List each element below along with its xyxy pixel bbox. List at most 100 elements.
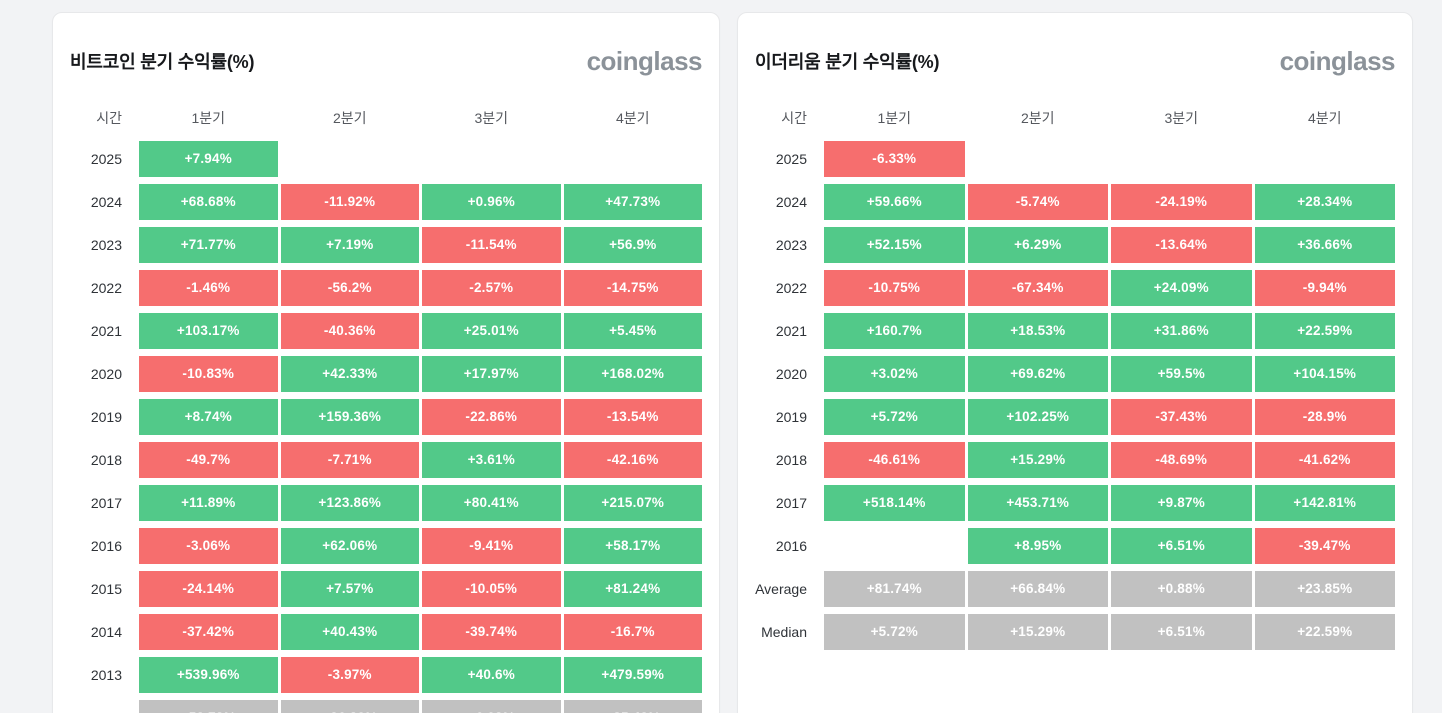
return-cell: +0.88%	[1111, 571, 1252, 607]
bitcoin-quarterly-returns-card: 비트코인 분기 수익률(%) coinglass 시간 1분기 2분기 3분기 4분기 …	[52, 12, 720, 713]
return-cell: +160.7%	[824, 313, 965, 349]
return-cell: +24.09%	[1111, 270, 1252, 306]
empty-cell	[422, 141, 561, 177]
row-label: 2023	[775, 237, 807, 253]
page-title: 이더리움 분기 수익률(%)	[755, 52, 940, 72]
return-cell: -46.61%	[824, 442, 965, 478]
return-cell: +31.86%	[1111, 313, 1252, 349]
return-cell: +123.86%	[280, 485, 419, 521]
row-label: 2020	[90, 366, 122, 382]
row-label: Median	[761, 624, 807, 640]
quarter-column-header: 3분기	[474, 110, 509, 126]
return-cell: -10.83%	[139, 356, 278, 392]
return-cell: +52.15%	[824, 227, 965, 263]
return-cell: +28.34%	[1254, 184, 1395, 220]
return-cell: +5.45%	[563, 313, 702, 349]
return-cell: +81.74%	[824, 571, 965, 607]
empty-cell	[1111, 141, 1252, 177]
return-cell: +103.17%	[139, 313, 278, 349]
return-cell: +52.73%	[139, 700, 278, 713]
table-body: 2025 +7.94% 2024 +68.68% -11.92% +0.96% +47.73…	[70, 141, 702, 713]
return-cell: -56.2%	[280, 270, 419, 306]
return-cell: -37.42%	[139, 614, 278, 650]
row-label: 2023	[90, 237, 122, 253]
return-cell: -39.47%	[1254, 528, 1395, 564]
empty-cell	[824, 528, 965, 564]
return-cell: -24.14%	[139, 571, 278, 607]
return-cell: +3.61%	[422, 442, 561, 478]
return-cell: +168.02%	[563, 356, 702, 392]
return-cell: +3.02%	[824, 356, 965, 392]
return-cell: -14.75%	[563, 270, 702, 306]
row-label: 2024	[775, 194, 807, 210]
return-cell: +25.01%	[422, 313, 561, 349]
return-cell: -41.62%	[1254, 442, 1395, 478]
return-cell: +85.42%	[563, 700, 702, 713]
quarter-column-header: 2분기	[332, 110, 367, 126]
return-cell: +6.51%	[1111, 528, 1252, 564]
empty-cell	[968, 141, 1109, 177]
return-cell: +518.14%	[824, 485, 965, 521]
return-cell: +6.51%	[1111, 614, 1252, 650]
card-header: 이더리움 분기 수익률(%) coinglass	[755, 46, 1396, 76]
return-cell: -6.33%	[824, 141, 965, 177]
return-cell: +17.97%	[422, 356, 561, 392]
return-cell: +40.43%	[280, 614, 419, 650]
quarter-column-header: 2분기	[1020, 110, 1055, 126]
card-header: 비트코인 분기 수익률(%) coinglass	[70, 47, 703, 75]
return-cell: +5.72%	[824, 614, 965, 650]
return-cell: +453.71%	[967, 485, 1108, 521]
row-label: 2017	[90, 495, 122, 511]
return-cell: -42.16%	[563, 442, 702, 478]
return-cell: +15.29%	[967, 614, 1108, 650]
return-cell: -48.69%	[1111, 442, 1252, 478]
quarter-column-header: 1분기	[191, 110, 226, 126]
return-cell: -16.7%	[563, 614, 702, 650]
row-label: 2022	[90, 280, 122, 296]
row-label: 2025	[775, 151, 807, 167]
return-cell: +18.53%	[967, 313, 1108, 349]
return-cell: -24.19%	[1111, 184, 1252, 220]
coinglass-logo: coinglass	[1279, 46, 1396, 76]
return-cell: +69.62%	[967, 356, 1108, 392]
row-label: 2020	[775, 366, 807, 382]
ethereum-quarterly-returns-card: 이더리움 분기 수익률(%) coinglass 시간 1분기 2분기 3분기 4분기 …	[737, 12, 1413, 713]
empty-cell	[281, 141, 420, 177]
return-cell: +42.33%	[280, 356, 419, 392]
return-cell: +40.6%	[422, 657, 561, 693]
return-cell: +15.29%	[967, 442, 1108, 478]
return-cell: +9.87%	[1111, 485, 1252, 521]
return-cell: -10.75%	[824, 270, 965, 306]
return-cell: +59.5%	[1111, 356, 1252, 392]
row-label: 2022	[775, 280, 807, 296]
return-cell: -22.86%	[422, 399, 561, 435]
table-body: 2025 -6.33% 2024 +59.66% -5.74% -24.19% +28.34…	[755, 141, 1395, 650]
empty-cell	[564, 141, 703, 177]
return-cell: +62.06%	[280, 528, 419, 564]
return-cell: +81.24%	[563, 571, 702, 607]
return-cell: -39.74%	[422, 614, 561, 650]
quarter-column-header: 1분기	[877, 110, 912, 126]
return-cell: -13.64%	[1111, 227, 1252, 263]
return-cell: -10.05%	[422, 571, 561, 607]
return-cell: +68.68%	[139, 184, 278, 220]
row-label: Average	[70, 700, 136, 713]
row-label: Average	[755, 581, 807, 597]
return-cell: +102.25%	[967, 399, 1108, 435]
row-label: 2018	[90, 452, 122, 468]
return-cell: -11.54%	[422, 227, 561, 263]
return-cell: -49.7%	[139, 442, 278, 478]
return-cell: +66.84%	[967, 571, 1108, 607]
return-cell: -11.92%	[280, 184, 419, 220]
return-cell: +58.17%	[563, 528, 702, 564]
row-label: 2025	[90, 151, 122, 167]
return-cell: +59.66%	[824, 184, 965, 220]
return-cell: +6.29%	[967, 227, 1108, 263]
row-label: 2024	[90, 194, 122, 210]
return-cell: +104.15%	[1254, 356, 1395, 392]
return-cell: +7.57%	[280, 571, 419, 607]
return-cell: -67.34%	[967, 270, 1108, 306]
page-title: 비트코인 분기 수익률(%)	[70, 52, 255, 72]
time-column-header: 시간	[781, 110, 807, 126]
row-label: 2013	[90, 667, 122, 683]
